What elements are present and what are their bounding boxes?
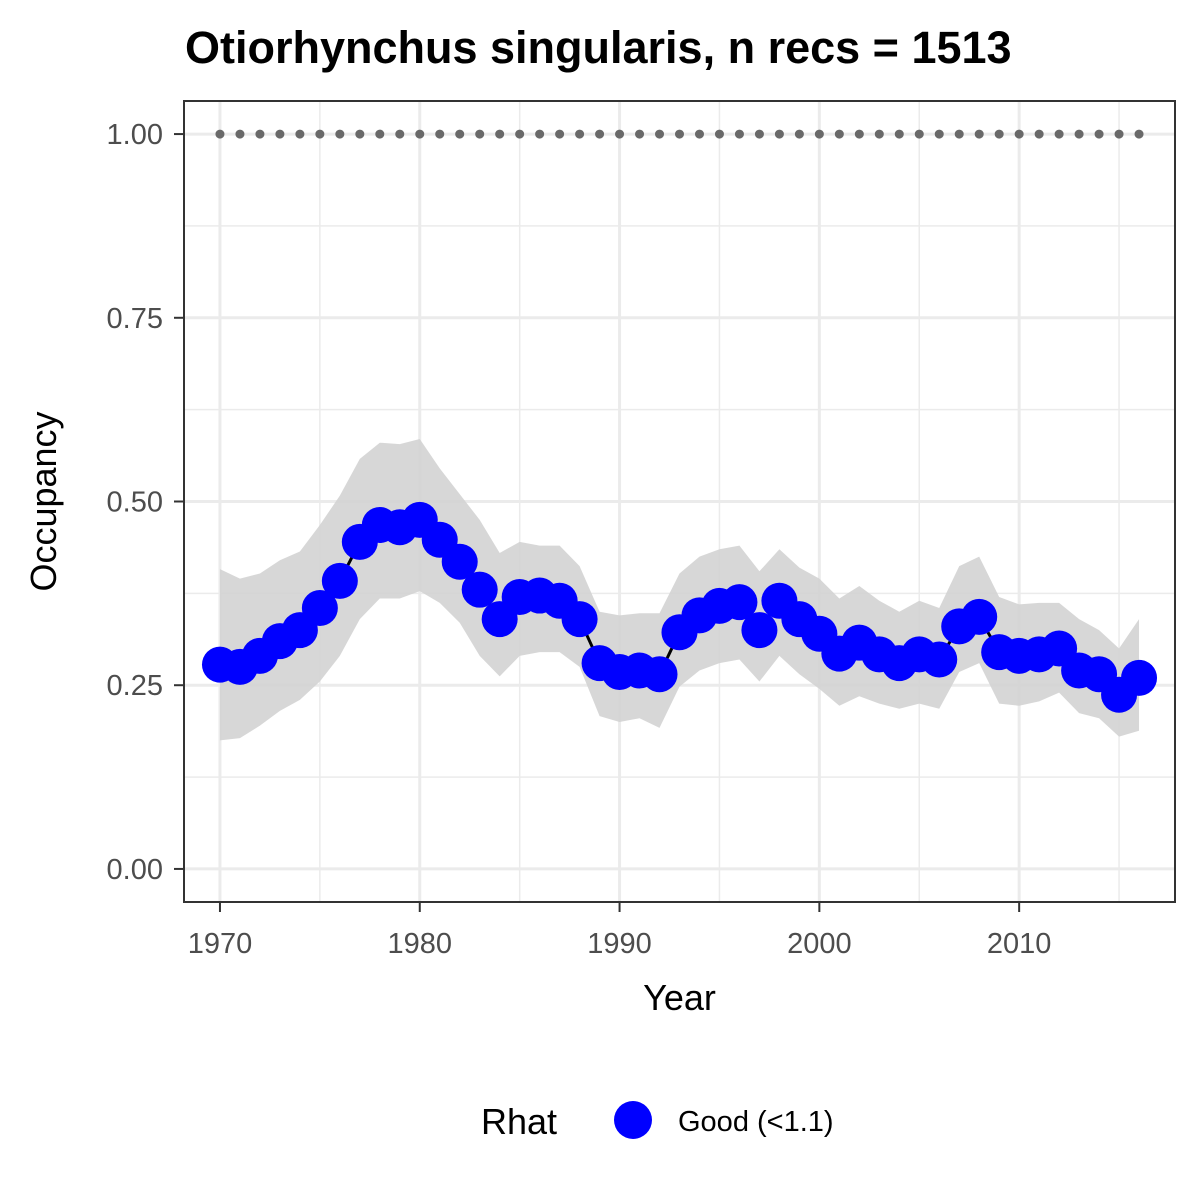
data-point — [301, 590, 338, 627]
reference-point — [495, 129, 505, 139]
data-point — [741, 612, 778, 649]
confidence-ribbon — [219, 439, 1140, 741]
reference-point — [794, 129, 804, 139]
reference-point — [455, 129, 465, 139]
data-point — [721, 584, 758, 621]
reference-point — [834, 129, 844, 139]
y-axis-title: Occupancy — [23, 411, 64, 591]
reference-points-layer — [215, 129, 1144, 139]
y-tick-label: 0.75 — [107, 303, 163, 335]
x-tick-label: 1970 — [188, 928, 253, 960]
x-tick-label: 1990 — [587, 928, 652, 960]
reference-point — [914, 129, 924, 139]
x-axis: 1970 1980 1990 2000 2010 — [188, 902, 1052, 960]
data-point — [1121, 659, 1158, 696]
confidence-ribbon-layer — [219, 439, 1140, 741]
reference-point — [515, 129, 525, 139]
reference-point — [315, 129, 325, 139]
reference-point — [435, 129, 445, 139]
chart-title: Otiorhynchus singularis, n recs = 1513 — [185, 22, 1012, 73]
reference-point — [774, 129, 784, 139]
y-tick-label: 0.25 — [107, 670, 163, 702]
reference-point — [375, 129, 385, 139]
grid — [184, 101, 1175, 902]
reference-point — [475, 129, 485, 139]
reference-point — [415, 129, 425, 139]
data-point — [441, 543, 478, 580]
reference-point — [934, 129, 944, 139]
reference-point — [275, 129, 285, 139]
reference-point — [874, 129, 884, 139]
reference-point — [954, 129, 964, 139]
reference-point — [1034, 129, 1044, 139]
reference-point — [754, 129, 764, 139]
data-point — [461, 571, 498, 608]
legend: Rhat Good (<1.1) — [481, 1101, 834, 1142]
y-tick-label: 0.00 — [107, 854, 163, 886]
reference-point — [635, 129, 645, 139]
reference-point — [894, 129, 904, 139]
x-axis-title: Year — [643, 977, 716, 1018]
reference-point — [1074, 129, 1084, 139]
reference-point — [575, 129, 585, 139]
reference-point — [734, 129, 744, 139]
reference-point — [1054, 129, 1064, 139]
y-tick-label: 0.50 — [107, 487, 163, 519]
data-point — [641, 656, 678, 693]
reference-point — [675, 129, 684, 139]
reference-point — [1114, 129, 1124, 139]
reference-point — [235, 129, 245, 139]
reference-point — [555, 129, 565, 139]
legend-key-good — [614, 1101, 652, 1139]
reference-point — [1134, 129, 1144, 139]
reference-point — [814, 129, 824, 139]
data-point — [961, 598, 998, 635]
reference-point — [255, 129, 265, 139]
reference-point — [1014, 129, 1024, 139]
reference-point — [974, 129, 984, 139]
reference-point — [714, 129, 724, 139]
occupancy-points-layer — [201, 501, 1158, 713]
reference-point — [655, 129, 665, 139]
y-axis: 0.00 0.25 0.50 0.75 1.00 — [107, 119, 184, 886]
data-point — [921, 641, 958, 678]
reference-point — [535, 129, 545, 139]
x-tick-label: 1980 — [388, 928, 453, 960]
y-tick-label: 1.00 — [107, 119, 163, 151]
reference-point — [854, 129, 864, 139]
reference-point — [215, 129, 225, 139]
reference-point — [615, 129, 625, 139]
reference-point — [1094, 129, 1104, 139]
data-point — [561, 601, 598, 638]
reference-point — [694, 129, 704, 139]
legend-label-good: Good (<1.1) — [678, 1106, 834, 1138]
x-tick-label: 2000 — [787, 928, 852, 960]
data-point — [321, 562, 358, 599]
reference-point — [295, 129, 305, 139]
x-tick-label: 2010 — [987, 928, 1052, 960]
legend-title: Rhat — [481, 1101, 557, 1142]
reference-point — [994, 129, 1004, 139]
reference-point — [595, 129, 605, 139]
reference-point — [355, 129, 365, 139]
reference-point — [395, 129, 405, 139]
reference-point — [335, 129, 345, 139]
